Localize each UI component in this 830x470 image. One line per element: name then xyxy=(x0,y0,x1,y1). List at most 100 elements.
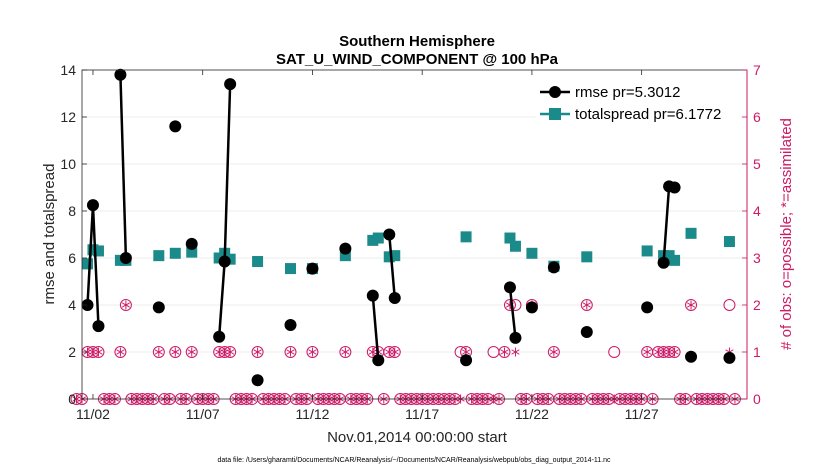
spread-point xyxy=(339,250,351,262)
y-tick-label: 14 xyxy=(60,62,76,78)
spread-point xyxy=(92,245,104,257)
obs-assimilated-marker xyxy=(549,347,559,357)
obs-possible-marker xyxy=(251,346,264,358)
rmse-point xyxy=(580,326,593,339)
data-file-footnote: data file: /Users/gharamti/Documents/NCA… xyxy=(217,457,611,464)
obs-assimilated-marker xyxy=(225,347,235,357)
obs-possible-marker xyxy=(339,346,352,358)
y2-tick-label: 1 xyxy=(753,344,761,360)
obs-assimilated-marker xyxy=(500,347,509,357)
spread-point xyxy=(685,227,697,239)
obs-assimilated-marker xyxy=(308,347,317,357)
legend-spread-marker xyxy=(549,108,561,120)
spread-point xyxy=(153,250,165,262)
obs-possible-marker xyxy=(119,299,132,311)
rmse-point xyxy=(547,261,560,274)
obs-assimilated-marker xyxy=(511,347,520,357)
rmse-point xyxy=(723,351,736,364)
y-tick-label: 4 xyxy=(68,297,76,313)
spread-point xyxy=(252,256,264,268)
asterisk-stroke xyxy=(308,349,317,355)
x-tick-label: 11/07 xyxy=(186,406,220,422)
x-tick-label: 11/12 xyxy=(295,406,329,422)
rmse-point xyxy=(657,256,670,269)
asterisk-stroke xyxy=(116,349,125,355)
spread-point xyxy=(526,247,538,259)
series-layer xyxy=(81,68,736,387)
rmse-point xyxy=(668,181,681,194)
rmse-point xyxy=(86,199,99,212)
asterisk-stroke xyxy=(253,349,262,355)
rmse-point xyxy=(218,255,231,268)
spread-point xyxy=(389,250,401,262)
rmse-point xyxy=(152,301,165,314)
rmse-point xyxy=(641,301,654,314)
asterisk-stroke xyxy=(225,349,235,355)
rmse-point xyxy=(685,350,698,363)
rmse-line xyxy=(508,287,517,339)
asterisk-stroke xyxy=(686,302,696,308)
obs-assimilated-marker xyxy=(341,347,350,357)
y-tick-label: 6 xyxy=(68,250,76,266)
rmse-point xyxy=(114,68,127,81)
rmse-point xyxy=(251,374,264,387)
asterisk-stroke xyxy=(500,349,509,355)
obs-possible-marker xyxy=(114,346,127,358)
plot-background xyxy=(82,70,747,399)
obs-possible-marker xyxy=(503,299,516,311)
obs-possible-marker xyxy=(306,346,319,358)
y2-tick-label: 0 xyxy=(753,391,761,407)
chart-title: Southern Hemisphere xyxy=(339,33,495,50)
obs-assimilated-marker xyxy=(253,347,262,357)
y2-tick-label: 7 xyxy=(753,62,761,78)
obs-assimilated-marker xyxy=(171,347,180,357)
obs-possible-marker xyxy=(169,346,182,358)
asterisk-stroke xyxy=(286,349,295,355)
rmse-point xyxy=(185,237,198,250)
spread-point xyxy=(641,245,653,257)
spread-point xyxy=(372,232,384,244)
asterisk-stroke xyxy=(121,302,131,308)
asterisk-stroke xyxy=(670,349,679,355)
y-tick-label: 0 xyxy=(68,391,76,407)
rmse-point xyxy=(306,262,319,275)
y2-axis-label: # of obs: o=possible; *=assimilated xyxy=(778,118,795,350)
obs-assimilated-marker xyxy=(154,347,163,357)
spread-point xyxy=(509,240,521,252)
asterisk-stroke xyxy=(341,349,350,355)
x-tick-label: 11/17 xyxy=(405,406,439,422)
obs-possible-marker xyxy=(185,346,198,358)
y2-tick-label: 3 xyxy=(753,250,761,266)
obs-assimilated-marker xyxy=(686,300,696,310)
plot-area xyxy=(70,68,748,405)
y2-tick-label: 6 xyxy=(753,109,761,125)
x-tick-label: 11/27 xyxy=(625,406,659,422)
asterisk-stroke xyxy=(511,349,520,355)
x-tick-label: 11/22 xyxy=(515,406,549,422)
rmse-point xyxy=(169,120,182,133)
spread-point xyxy=(581,251,593,263)
obs-assimilated-marker xyxy=(670,347,679,357)
rmse-point xyxy=(388,291,401,304)
asterisk-stroke xyxy=(94,349,103,355)
obs-possible-marker xyxy=(547,346,560,358)
obs-possible-marker xyxy=(608,346,621,358)
rmse-point xyxy=(284,318,297,331)
obs-possible-marker xyxy=(685,299,698,311)
obs-assimilated-marker xyxy=(121,300,131,310)
obs-assimilated-marker xyxy=(390,347,399,357)
obs-possible-marker xyxy=(284,346,297,358)
obs-assimilated-marker xyxy=(582,300,591,310)
spread-point xyxy=(723,236,735,248)
rmse-point xyxy=(92,320,105,333)
rmse-point xyxy=(460,354,473,367)
asterisk-stroke xyxy=(187,349,196,355)
obs-assimilated-marker xyxy=(94,347,103,357)
legend-rmse-marker xyxy=(549,86,561,98)
rmse-point xyxy=(525,301,538,314)
rmse-line xyxy=(662,186,671,263)
obs-assimilated-marker xyxy=(286,347,295,357)
legend-rmse-label: rmse pr=5.3012 xyxy=(575,84,680,101)
asterisk-stroke xyxy=(171,349,180,355)
